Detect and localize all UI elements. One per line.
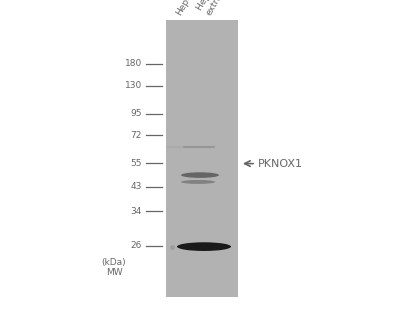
Ellipse shape xyxy=(177,242,231,251)
Ellipse shape xyxy=(181,180,215,184)
Text: 130: 130 xyxy=(125,81,142,90)
Text: 34: 34 xyxy=(131,207,142,216)
Text: HepG2 nuclear
extract: HepG2 nuclear extract xyxy=(195,0,246,17)
Ellipse shape xyxy=(181,172,219,178)
Text: 55: 55 xyxy=(130,159,142,168)
Text: MW: MW xyxy=(106,268,122,276)
Text: 43: 43 xyxy=(131,182,142,191)
Text: 72: 72 xyxy=(131,131,142,140)
Text: 26: 26 xyxy=(131,241,142,250)
Bar xyxy=(166,20,238,297)
Text: HepG2: HepG2 xyxy=(174,0,197,17)
Text: 95: 95 xyxy=(130,109,142,118)
Text: PKNOX1: PKNOX1 xyxy=(258,159,303,169)
Text: (kDa): (kDa) xyxy=(102,258,126,267)
Text: 180: 180 xyxy=(125,59,142,68)
